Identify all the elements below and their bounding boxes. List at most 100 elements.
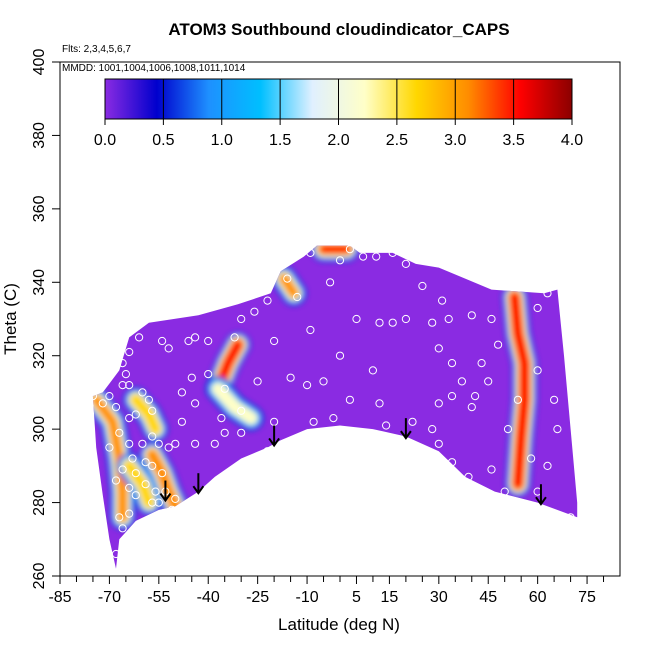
observation-point (513, 395, 523, 404)
observation-point (543, 461, 552, 470)
observation-point (503, 425, 513, 434)
observation-point (487, 314, 496, 324)
domain-region (92, 245, 578, 569)
x-tick-label: 5 (352, 589, 361, 606)
x-tick-label: 30 (430, 589, 448, 606)
x-tick-label: 75 (578, 589, 596, 606)
y-tick-label: 380 (31, 122, 48, 149)
observation-point (306, 325, 315, 335)
colorbar-tick-label: 1.5 (269, 132, 291, 149)
observation-point (533, 366, 542, 375)
observation-point (444, 314, 453, 324)
arrow-head (268, 437, 280, 448)
observation-point (111, 476, 121, 485)
x-axis: -85 -70 -55 -40 -25 -10 5 15 30 45 60 75 (48, 575, 620, 606)
observation-point (105, 392, 114, 401)
observation-point (286, 373, 295, 382)
arrow-head (192, 485, 205, 495)
x-tick-label: -85 (48, 589, 71, 606)
x-tick-label: 15 (381, 589, 399, 606)
x-tick-label: -70 (98, 589, 121, 606)
observation-point (191, 399, 200, 408)
chart-title: ATOM3 Southbound cloudindicator_CAPS (168, 20, 509, 39)
observation-point (335, 256, 345, 265)
observation-point (566, 513, 575, 522)
observation-point (250, 454, 259, 463)
observation-point (368, 366, 377, 375)
observation-point (263, 296, 272, 305)
observation-point (230, 333, 239, 342)
observation-point (309, 417, 318, 426)
observation-point (177, 417, 186, 426)
y-axis-label: Theta (C) (1, 283, 20, 355)
observation-point (237, 314, 246, 324)
observation-point (471, 392, 480, 401)
observation-point (306, 248, 315, 257)
observation-point (375, 318, 384, 327)
observation-point (164, 443, 173, 452)
observation-point (372, 252, 381, 261)
observation-point (326, 278, 335, 287)
observation-point (125, 381, 134, 390)
observation-point (438, 296, 447, 305)
observation-point (467, 311, 476, 320)
observation-point (533, 303, 542, 313)
observation-point (573, 439, 582, 448)
observation-points (88, 245, 582, 576)
y-tick-label: 280 (31, 489, 48, 516)
observation-point (345, 245, 354, 254)
observation-point (359, 252, 368, 261)
x-tick-label: -40 (197, 589, 220, 606)
arrow-marker (400, 418, 412, 440)
observation-point (148, 461, 157, 470)
arrow-marker (192, 473, 205, 495)
observation-point (204, 336, 213, 346)
observation-point (408, 417, 417, 426)
dates-annotation: MMDD: 1001,1004,1006,1008,1011,1014 (62, 63, 246, 74)
observation-point (118, 524, 127, 533)
colorbar-tick-label: 4.0 (561, 132, 583, 149)
observation-point (125, 509, 134, 518)
observation-point (253, 377, 262, 386)
observation-point (434, 344, 443, 353)
observation-point (141, 480, 150, 489)
arrow-head (400, 430, 412, 440)
y-axis: 260 280 300 320 340 360 380 400 (31, 49, 61, 589)
x-tick-label: -55 (147, 589, 170, 606)
observation-point (135, 333, 144, 342)
y-tick-label: 340 (31, 269, 48, 296)
observation-point (187, 373, 196, 382)
observation-point (319, 377, 328, 386)
observation-point (131, 469, 140, 478)
observation-point (191, 439, 200, 448)
observation-point (220, 384, 229, 393)
flights-annotation: Flts: 2,3,4,5,6,7 (62, 44, 131, 55)
observation-point (158, 336, 167, 346)
observation-point (447, 458, 457, 467)
observation-point (382, 421, 391, 430)
observation-point (204, 370, 213, 379)
observation-point (500, 487, 509, 496)
observation-point (401, 314, 410, 324)
observation-point (543, 289, 552, 298)
observation-point (210, 439, 219, 448)
observation-point (88, 392, 98, 401)
arrow-head (159, 492, 172, 503)
observation-point (418, 281, 427, 291)
observation-point (138, 388, 147, 397)
x-tick-label: -25 (246, 589, 269, 606)
observation-point (487, 465, 496, 474)
observation-point (148, 406, 157, 415)
colorbar: 0.0 0.5 1.0 1.5 2.0 2.5 3.0 3.5 4.0 (94, 78, 583, 149)
observation-point (125, 439, 134, 448)
observation-point (375, 399, 384, 408)
observation-point (138, 439, 147, 448)
arrow-marker (535, 484, 547, 506)
observation-point (141, 458, 150, 467)
colorbar-tick-label: 3.5 (503, 132, 525, 149)
observation-point (164, 344, 173, 353)
arrow-marker (268, 425, 280, 448)
observation-point (177, 388, 186, 397)
observation-point (184, 336, 193, 346)
colorbar-tick-label: 0.5 (152, 132, 174, 149)
